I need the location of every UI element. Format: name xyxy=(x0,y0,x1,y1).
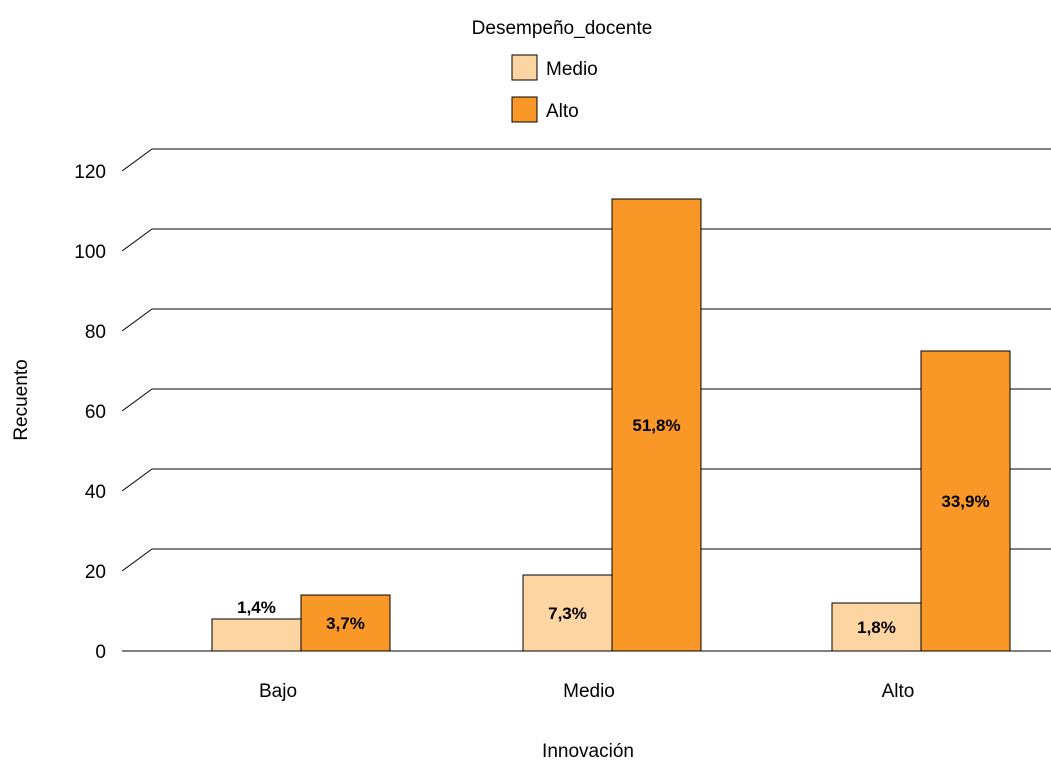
legend-swatch-medio xyxy=(511,54,538,81)
y-tick-label: 120 xyxy=(74,162,106,183)
gridline-perspective xyxy=(121,388,153,412)
gridline-perspective xyxy=(121,228,153,252)
data-label: 1,4% xyxy=(237,598,276,617)
bars: 1,4% 3,7% 7,3% 51,8% 1,8% 33,9% xyxy=(211,198,1011,652)
gridline-perspective xyxy=(121,468,153,492)
legend-label-medio: Medio xyxy=(546,59,598,80)
y-tick-label: 100 xyxy=(74,242,106,263)
x-tick-label: Alto xyxy=(882,681,915,702)
data-label: 51,8% xyxy=(632,416,680,435)
y-axis-title: Recuento xyxy=(11,359,32,440)
y-tick-label: 40 xyxy=(85,482,106,503)
y-tick-label: 80 xyxy=(85,322,106,343)
gridline-perspective xyxy=(121,148,153,172)
x-axis-categories: Bajo Medio Alto xyxy=(259,681,914,702)
bar-alto-medio xyxy=(831,602,922,652)
data-label: 7,3% xyxy=(548,604,587,623)
gridline-perspective xyxy=(121,308,153,332)
x-axis-title: Innovación xyxy=(542,741,634,760)
legend-swatch-alto xyxy=(511,96,538,123)
x-tick-label: Medio xyxy=(563,681,615,702)
gridline-perspective xyxy=(121,548,153,572)
data-label: 3,7% xyxy=(326,614,365,633)
legend-label-alto: Alto xyxy=(546,101,579,122)
y-axis-ticks: 0 20 40 60 80 100 120 xyxy=(74,162,106,663)
bar-medio-medio xyxy=(522,574,613,652)
x-tick-label: Bajo xyxy=(259,681,297,702)
bar-bajo-medio xyxy=(211,618,302,652)
y-tick-label: 60 xyxy=(85,402,106,423)
bar-alto-alto xyxy=(920,350,1011,652)
y-tick-label: 20 xyxy=(85,562,106,583)
bar-medio-alto xyxy=(611,198,702,652)
gridlines xyxy=(121,148,1051,652)
data-label: 1,8% xyxy=(857,618,896,637)
legend: Desempeño_docente Medio Alto xyxy=(472,18,653,123)
legend-title: Desempeño_docente xyxy=(472,18,653,39)
data-label: 33,9% xyxy=(941,492,989,511)
y-tick-label: 0 xyxy=(95,642,106,663)
bar-bajo-alto xyxy=(300,594,391,652)
